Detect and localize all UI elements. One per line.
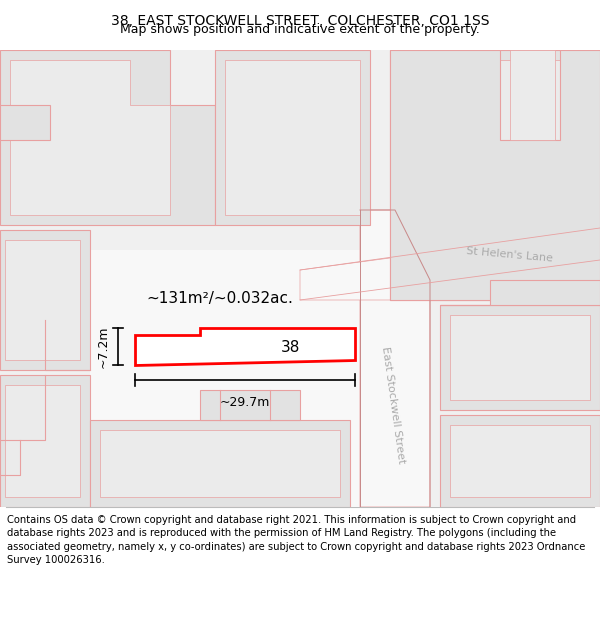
Text: ~29.7m: ~29.7m bbox=[220, 396, 270, 409]
Text: 38: 38 bbox=[280, 341, 299, 356]
Text: Map shows position and indicative extent of the property.: Map shows position and indicative extent… bbox=[120, 23, 480, 36]
Polygon shape bbox=[0, 50, 600, 507]
Polygon shape bbox=[90, 250, 370, 507]
Text: St Helen's Lane: St Helen's Lane bbox=[466, 246, 554, 264]
Polygon shape bbox=[450, 425, 590, 497]
Polygon shape bbox=[0, 105, 50, 140]
Polygon shape bbox=[215, 50, 370, 225]
Text: ~7.2m: ~7.2m bbox=[97, 325, 110, 368]
Polygon shape bbox=[400, 60, 590, 290]
Polygon shape bbox=[440, 415, 600, 507]
Polygon shape bbox=[300, 230, 600, 300]
Polygon shape bbox=[0, 230, 90, 370]
Polygon shape bbox=[5, 240, 80, 360]
Polygon shape bbox=[360, 210, 430, 507]
Polygon shape bbox=[135, 328, 355, 365]
Polygon shape bbox=[390, 50, 600, 300]
Polygon shape bbox=[440, 280, 600, 305]
Polygon shape bbox=[440, 305, 600, 410]
Text: 38, EAST STOCKWELL STREET, COLCHESTER, CO1 1SS: 38, EAST STOCKWELL STREET, COLCHESTER, C… bbox=[111, 14, 489, 28]
Text: Contains OS data © Crown copyright and database right 2021. This information is : Contains OS data © Crown copyright and d… bbox=[7, 515, 586, 565]
Polygon shape bbox=[5, 385, 80, 497]
Polygon shape bbox=[225, 60, 360, 215]
Polygon shape bbox=[100, 430, 340, 497]
Polygon shape bbox=[450, 315, 590, 400]
Polygon shape bbox=[90, 420, 350, 507]
Polygon shape bbox=[510, 50, 555, 140]
Text: ~131m²/~0.032ac.: ~131m²/~0.032ac. bbox=[146, 291, 293, 306]
Polygon shape bbox=[390, 50, 600, 300]
Polygon shape bbox=[0, 375, 90, 507]
Polygon shape bbox=[0, 50, 215, 225]
Text: East Stockwell Street: East Stockwell Street bbox=[380, 346, 406, 464]
Polygon shape bbox=[200, 390, 300, 420]
Polygon shape bbox=[10, 60, 170, 215]
